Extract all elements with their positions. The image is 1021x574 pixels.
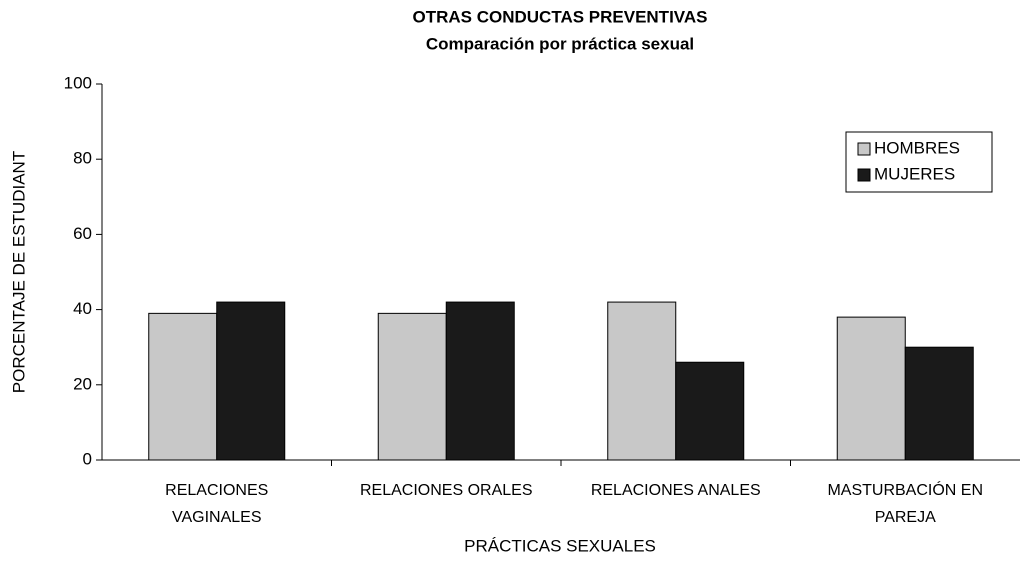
y-tick-label: 100 [64, 73, 92, 92]
x-tick-label: MASTURBACIÓN EN PAREJA [827, 482, 984, 526]
chart-title: OTRAS CONDUCTAS PREVENTIVAS [412, 7, 707, 26]
bar [216, 301, 286, 461]
y-tick-label: 40 [73, 299, 92, 318]
legend-swatch [857, 168, 871, 182]
bar [675, 361, 745, 461]
bar [377, 312, 447, 461]
x-tick-label: RELACIONES ANALES [590, 482, 761, 499]
bar [607, 301, 677, 461]
x-axis-label: PRÁCTICAS SEXUALES [464, 536, 656, 555]
bar [445, 301, 515, 461]
legend-swatch [857, 142, 871, 156]
bar [148, 312, 218, 461]
bar [836, 316, 906, 461]
legend-label: MUJERES [874, 164, 955, 183]
y-tick-label: 80 [73, 149, 92, 168]
y-tick-label: 0 [83, 449, 92, 468]
x-tick-label: RELACIONES ORALES [360, 482, 533, 499]
chart-subtitle: Comparación por práctica sexual [426, 34, 694, 53]
y-tick-label: 20 [73, 374, 92, 393]
y-axis-label: PORCENTAJE DE ESTUDIANT [9, 151, 28, 393]
legend-box [845, 131, 993, 193]
x-tick-label: RELACIONES VAGINALES [165, 482, 269, 526]
y-tick-label: 60 [73, 224, 92, 243]
legend-label: HOMBRES [874, 138, 960, 157]
bar [904, 346, 974, 461]
